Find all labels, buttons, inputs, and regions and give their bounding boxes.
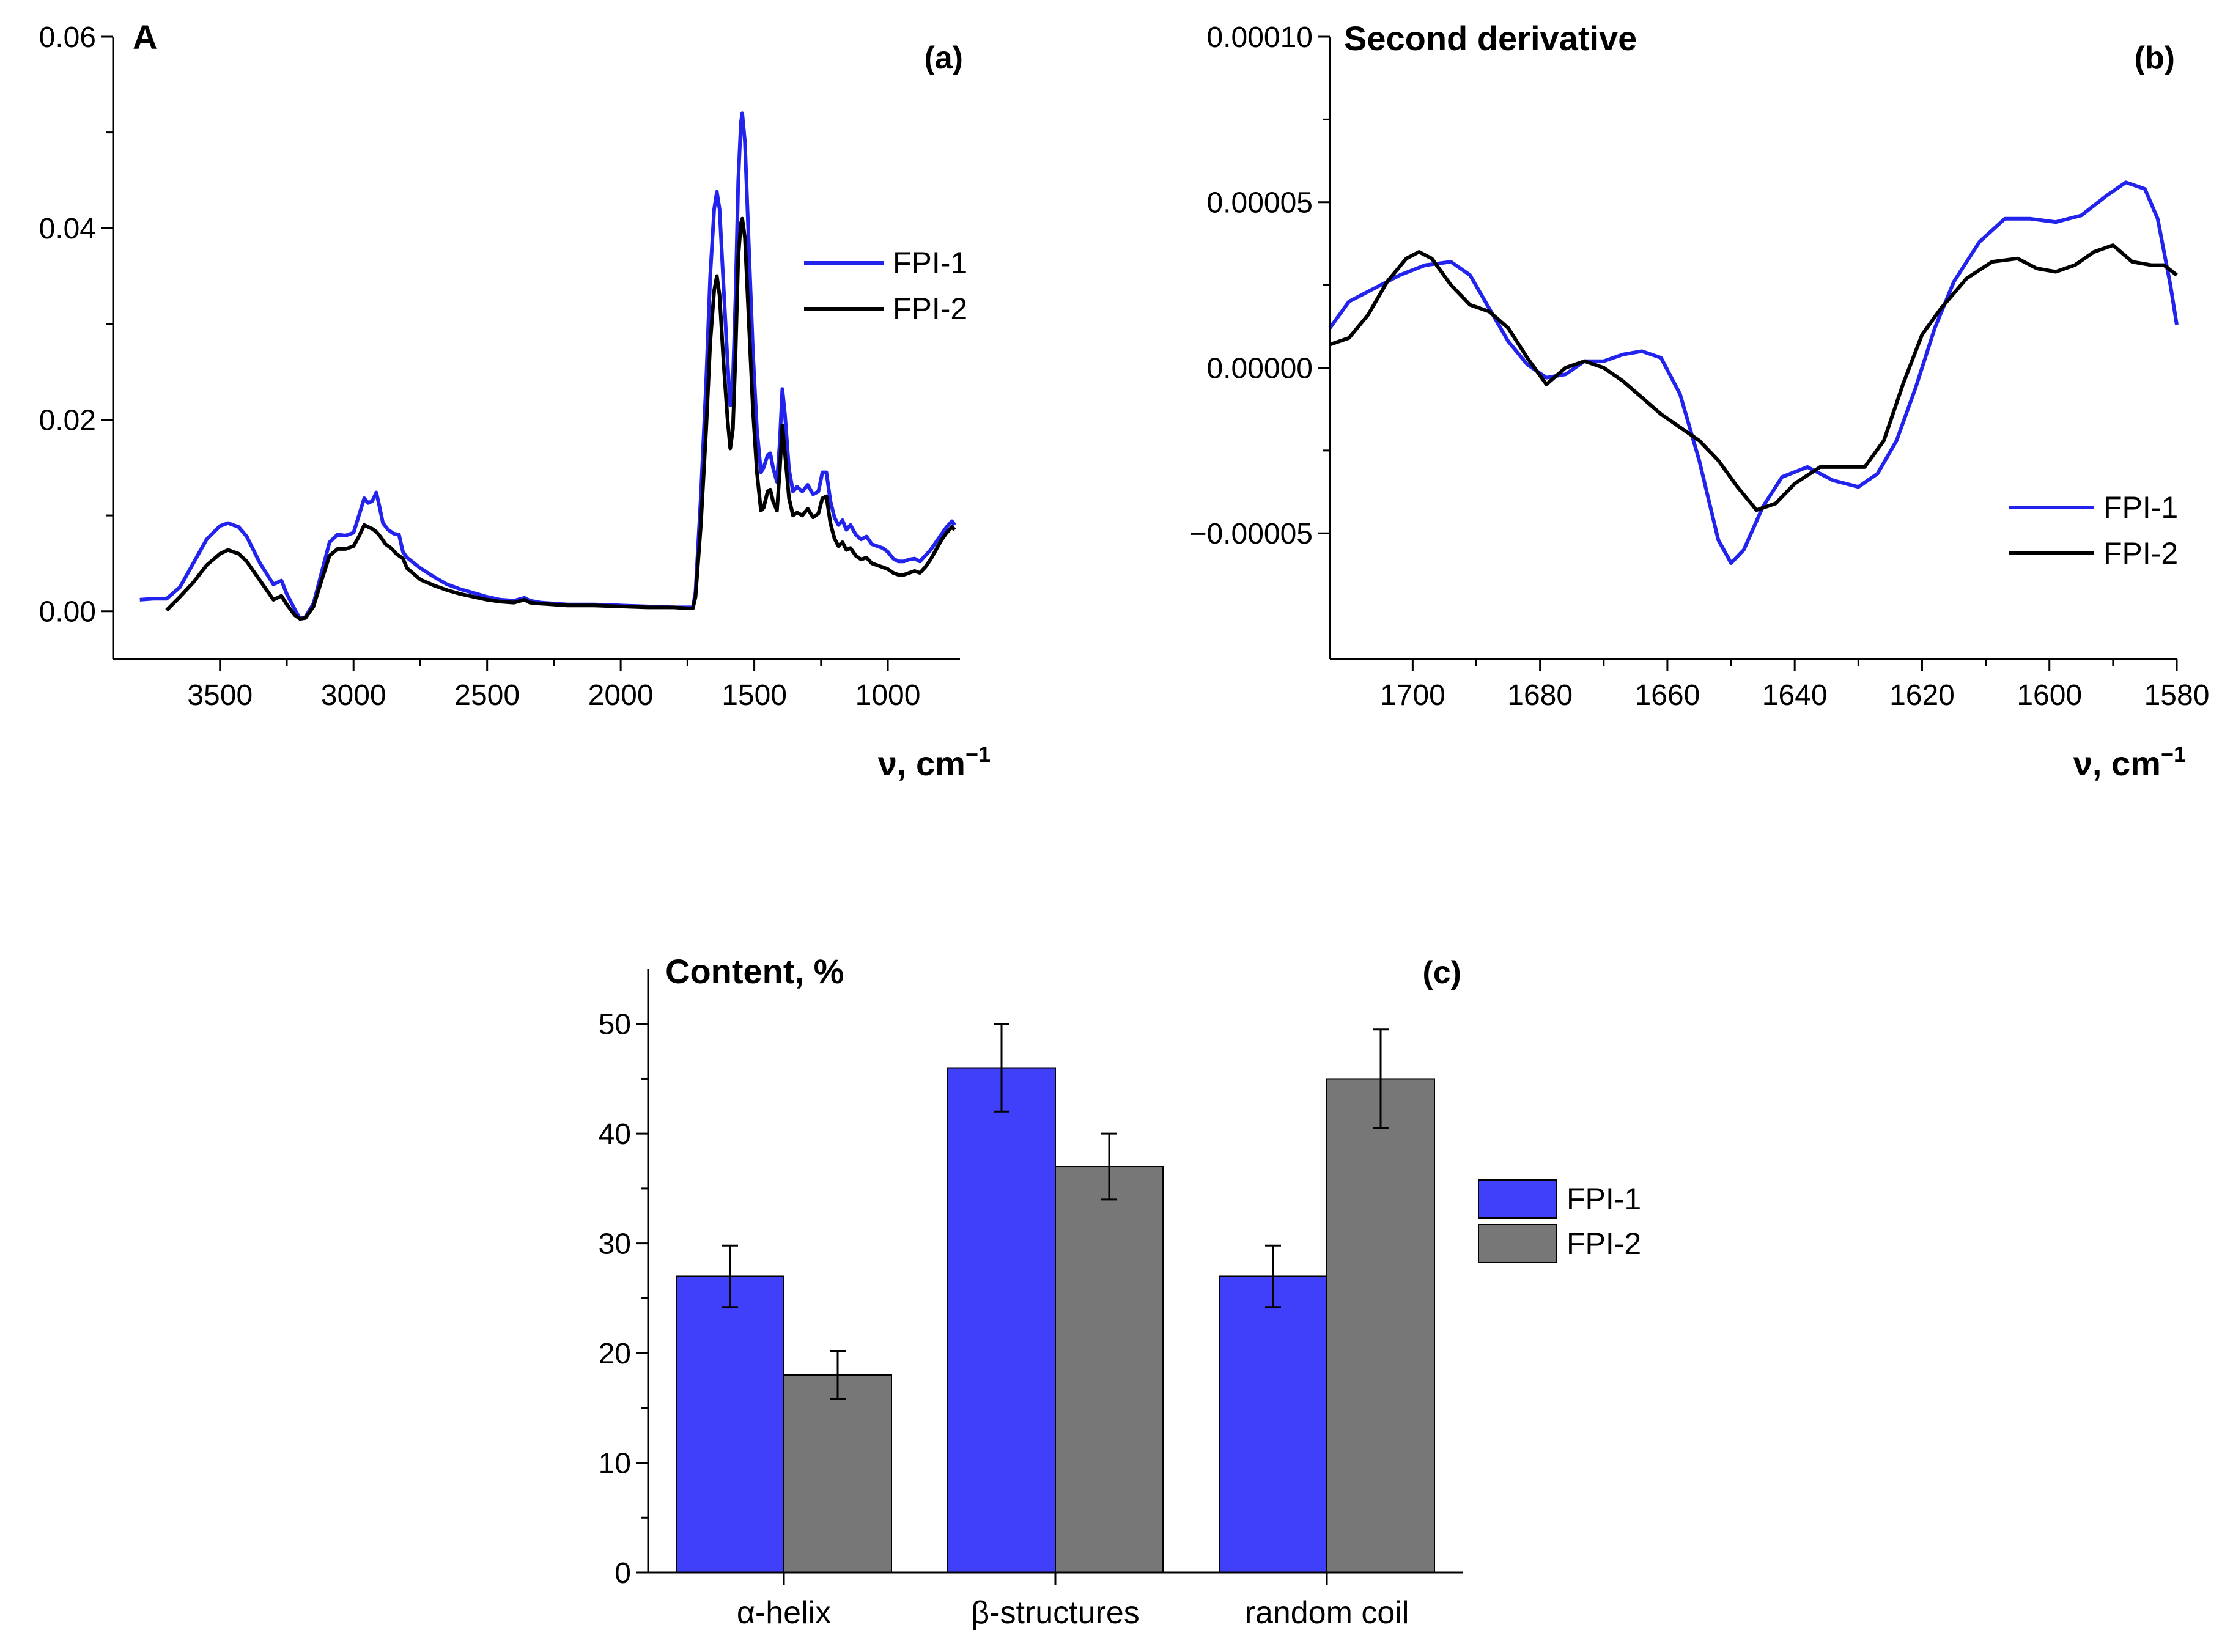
panel-b-x-tick-label: 1660 (1635, 679, 1700, 712)
panel-c-secondary-structure-content: 0 10 20 30 40 50 α-helix β-structures random coi… (599, 952, 1642, 1631)
panel-a-y-tick-label: 0.04 (39, 213, 96, 245)
panel-c-bar-fpi-2-structures (1055, 1166, 1164, 1573)
panel-c-legend-label-fpi-2: FPI-2 (1567, 1226, 1641, 1261)
panel-b-series-fpi-1 (1328, 180, 2179, 565)
panel-a-series-fpi-1 (139, 111, 956, 621)
panel-b-legend-label-fpi-1: FPI-1 (2103, 490, 2178, 525)
panel-c-bar-fpi-1-helix (676, 1275, 784, 1573)
panel-c-bar-fpi-1-structures (947, 1067, 1056, 1573)
panel-b-x-tick-label: 1580 (2144, 679, 2210, 712)
panel-a-x-axis-title: ν, cm−1 (878, 742, 991, 783)
panel-b-corner-title: Second derivative (1344, 19, 1637, 57)
panel-c-category-label-structures: β-structures (971, 1595, 1140, 1631)
panel-a-series-fpi-2 (165, 216, 956, 621)
panel-b-label: (b) (2135, 40, 2175, 76)
panel-a-y-tick-label: 0.00 (39, 596, 96, 629)
panel-c-y-tick-label: 40 (599, 1118, 631, 1151)
panel-c-legend-label-fpi-1: FPI-1 (1567, 1182, 1641, 1216)
panel-c-bar-fpi-2-random-coil (1326, 1078, 1435, 1574)
panel-c-legend-swatch-fpi-2 (1478, 1224, 1557, 1263)
panel-b-y-tick-label: 0.00005 (1206, 187, 1313, 219)
panel-b-legend-label-fpi-2: FPI-2 (2103, 536, 2178, 570)
panel-c-label: (c) (1422, 955, 1461, 990)
panel-c-bar-fpi-1-random-coil (1219, 1275, 1327, 1573)
panel-a-legend-label-fpi-1: FPI-1 (893, 246, 967, 280)
panel-a-x-tick-label: 3000 (321, 679, 386, 712)
panel-b-second-derivative: 1700 1680 1660 1640 1620 1600 1580 −0.00005 0.00… (1189, 19, 2209, 783)
panel-c-legend-swatch-fpi-1 (1478, 1179, 1557, 1219)
panel-a-x-tick-label: 3500 (187, 679, 253, 712)
panel-c-y-tick-label: 50 (599, 1009, 631, 1041)
panel-b-legend: FPI-1 FPI-2 (2009, 490, 2178, 570)
panel-c-legend: FPI-1 FPI-2 (1478, 1179, 1641, 1263)
panel-b-x-tick-label: 1680 (1507, 679, 1573, 712)
panel-a-x-tick-label: 2500 (454, 679, 520, 712)
panel-b-x-tick-label: 1700 (1380, 679, 1445, 712)
panel-a-label: (a) (924, 40, 963, 76)
panel-b-y-tick-label: 0.00010 (1206, 21, 1313, 54)
panel-c-y-tick-label: 20 (599, 1338, 631, 1370)
panel-a-y-tick-label: 0.06 (39, 21, 96, 54)
panel-b-x-tick-label: 1620 (1889, 679, 1955, 712)
panel-b-y-tick-label: 0.00000 (1206, 352, 1313, 385)
panel-a-x-tick-label: 1500 (722, 679, 787, 712)
panel-a-legend: FPI-1 FPI-2 (804, 246, 967, 326)
panel-a-legend-label-fpi-2: FPI-2 (893, 292, 967, 326)
panel-c-y-tick-label: 0 (615, 1557, 631, 1590)
panel-a-x-tick-label: 1000 (855, 679, 921, 712)
panel-a-y-tick-label: 0.02 (39, 404, 96, 437)
panel-b-x-axis-title: ν, cm−1 (2073, 742, 2186, 783)
panel-c-category-label-random-coil: random coil (1245, 1595, 1409, 1631)
panel-c-y-tick-label: 30 (599, 1228, 631, 1261)
panel-a-absorbance-spectrum: 3500 3000 2500 2000 1500 1000 0.00 0.02 0.04 0.06… (39, 18, 991, 783)
panel-c-corner-title: Content, % (665, 952, 844, 990)
panel-a-corner-title: A (133, 18, 157, 56)
panel-a-x-tick-label: 2000 (588, 679, 654, 712)
panel-b-series-fpi-2 (1329, 243, 2178, 512)
panel-b-x-tick-label: 1600 (2017, 679, 2082, 712)
panel-c-bar-fpi-2-helix (783, 1374, 892, 1574)
panel-b-x-tick-label: 1640 (1762, 679, 1828, 712)
panel-c-category-label-helix: α-helix (737, 1595, 831, 1631)
panel-c-y-tick-label: 10 (599, 1448, 631, 1480)
panel-b-y-tick-label: −0.00005 (1189, 518, 1313, 550)
